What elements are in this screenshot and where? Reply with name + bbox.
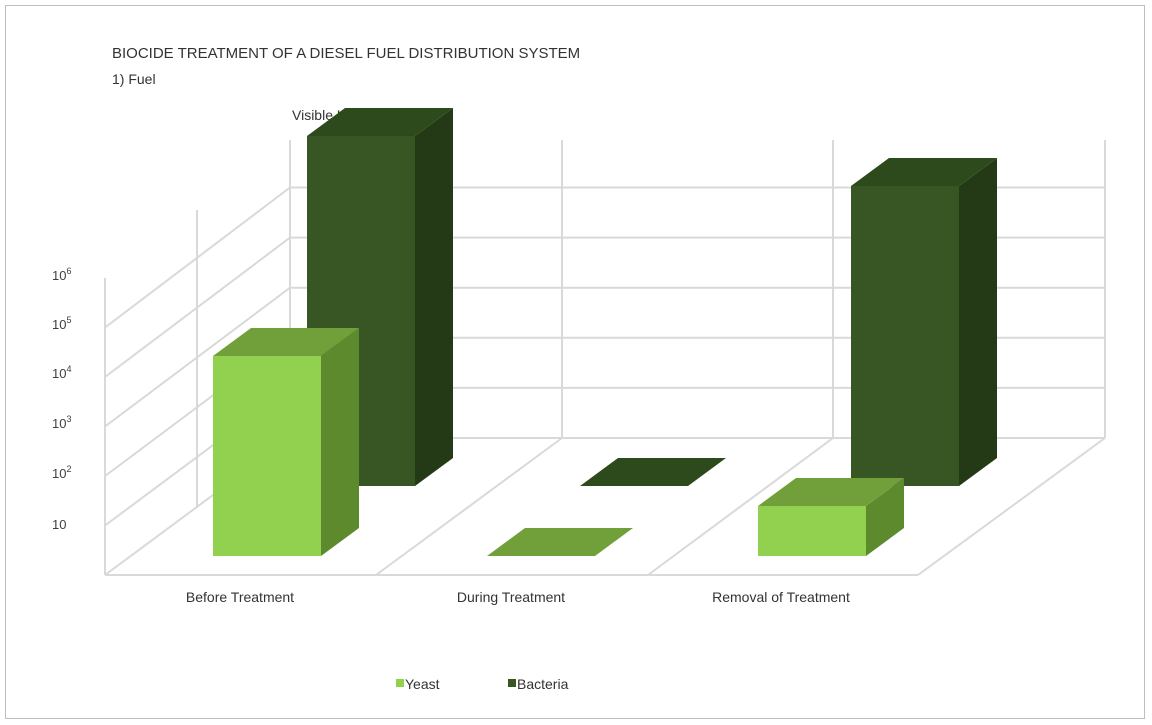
bar-side bbox=[866, 478, 904, 556]
category-labels: Before Treatment During Treatment Removal … bbox=[186, 589, 850, 605]
bar-side bbox=[415, 108, 453, 486]
bar-top bbox=[758, 478, 904, 506]
legend-label-yeast: Yeast bbox=[405, 676, 440, 692]
bars bbox=[213, 108, 997, 556]
legend-label-bacteria: Bacteria bbox=[517, 676, 569, 692]
bar-front bbox=[758, 506, 866, 556]
y-tick-label: 103 bbox=[52, 414, 71, 431]
floor-right-edge bbox=[917, 437, 1106, 576]
y-tick-label: 102 bbox=[52, 464, 71, 481]
legend-swatch-yeast bbox=[396, 679, 404, 687]
bar-yeast-1 bbox=[487, 528, 633, 556]
y-tick-label: 104 bbox=[52, 364, 71, 381]
chart-title: BIOCIDE TREATMENT OF A DIESEL FUEL DISTR… bbox=[112, 45, 580, 62]
bar-side bbox=[959, 158, 997, 486]
y-tick-labels: 10 102 103 104 105 106 bbox=[52, 266, 71, 532]
y-tick-label: 106 bbox=[52, 266, 71, 283]
floor-divider bbox=[375, 437, 563, 576]
legend-swatch-bacteria bbox=[508, 679, 516, 687]
bar-top bbox=[213, 328, 359, 356]
bar-top bbox=[307, 108, 453, 136]
bar-yeast-0 bbox=[213, 328, 359, 556]
legend: Yeast Bacteria bbox=[396, 676, 569, 692]
chart-subtitle: 1) Fuel bbox=[112, 71, 156, 87]
y-tick-label: 105 bbox=[52, 315, 71, 332]
bar-bacteria-2 bbox=[851, 158, 997, 486]
bar-top bbox=[580, 458, 726, 486]
bar-bacteria-1 bbox=[580, 458, 726, 486]
bar-top bbox=[487, 528, 633, 556]
x-tick-label: Removal of Treatment bbox=[712, 589, 850, 605]
floor-divider bbox=[647, 437, 834, 576]
bar-yeast-2 bbox=[758, 478, 904, 556]
bar-side bbox=[321, 328, 359, 556]
bar-top bbox=[851, 158, 997, 186]
x-tick-label: During Treatment bbox=[457, 589, 565, 605]
bar-front bbox=[213, 356, 321, 556]
y-tick-label: 10 bbox=[52, 517, 66, 532]
x-tick-label: Before Treatment bbox=[186, 589, 294, 605]
bar-front bbox=[851, 186, 959, 486]
